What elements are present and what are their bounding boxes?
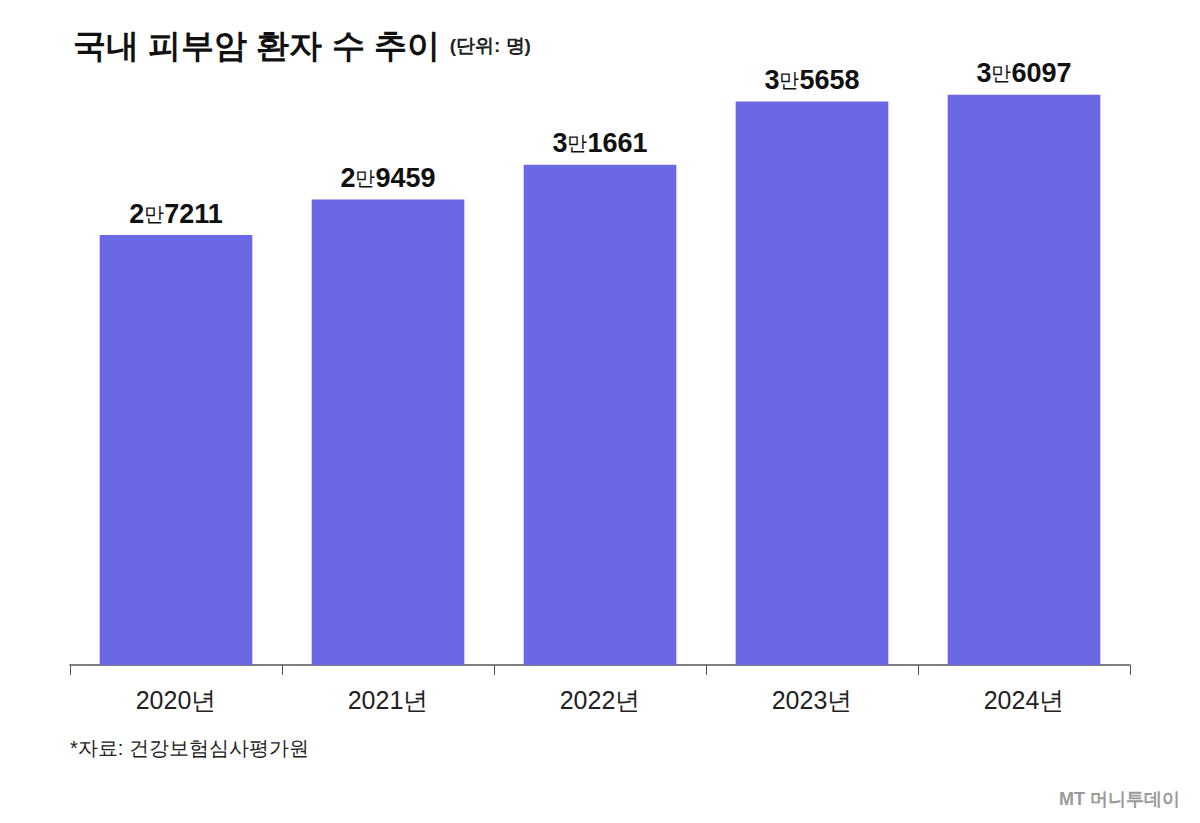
svg-text:만: 만 — [144, 203, 164, 225]
svg-text:2: 2 — [129, 199, 144, 229]
svg-text:2021년: 2021년 — [348, 686, 429, 714]
svg-text:3: 3 — [764, 65, 779, 95]
svg-text:9459: 9459 — [375, 163, 435, 193]
svg-text:2024년: 2024년 — [984, 686, 1065, 714]
svg-text:7211: 7211 — [164, 199, 223, 229]
svg-text:2023년: 2023년 — [772, 686, 853, 714]
svg-text:6097: 6097 — [1011, 58, 1071, 88]
svg-text:MT 머니투데이: MT 머니투데이 — [1059, 789, 1180, 809]
svg-text:(단위: 명): (단위: 명) — [450, 35, 531, 56]
svg-text:2022년: 2022년 — [560, 686, 641, 714]
svg-text:1661: 1661 — [587, 128, 647, 158]
svg-text:국내 피부암 환자 수 추이: 국내 피부암 환자 수 추이 — [73, 27, 440, 64]
svg-text:2020년: 2020년 — [136, 686, 217, 714]
svg-text:3: 3 — [976, 58, 991, 88]
svg-text:만: 만 — [567, 132, 587, 154]
svg-text:2: 2 — [340, 163, 355, 193]
svg-text:만: 만 — [779, 69, 799, 91]
svg-text:*자료: 건강보험심사평가원: *자료: 건강보험심사평가원 — [70, 737, 309, 759]
svg-text:만: 만 — [991, 62, 1011, 84]
svg-text:3: 3 — [552, 128, 567, 158]
svg-text:만: 만 — [355, 167, 375, 189]
svg-text:5658: 5658 — [799, 65, 859, 95]
